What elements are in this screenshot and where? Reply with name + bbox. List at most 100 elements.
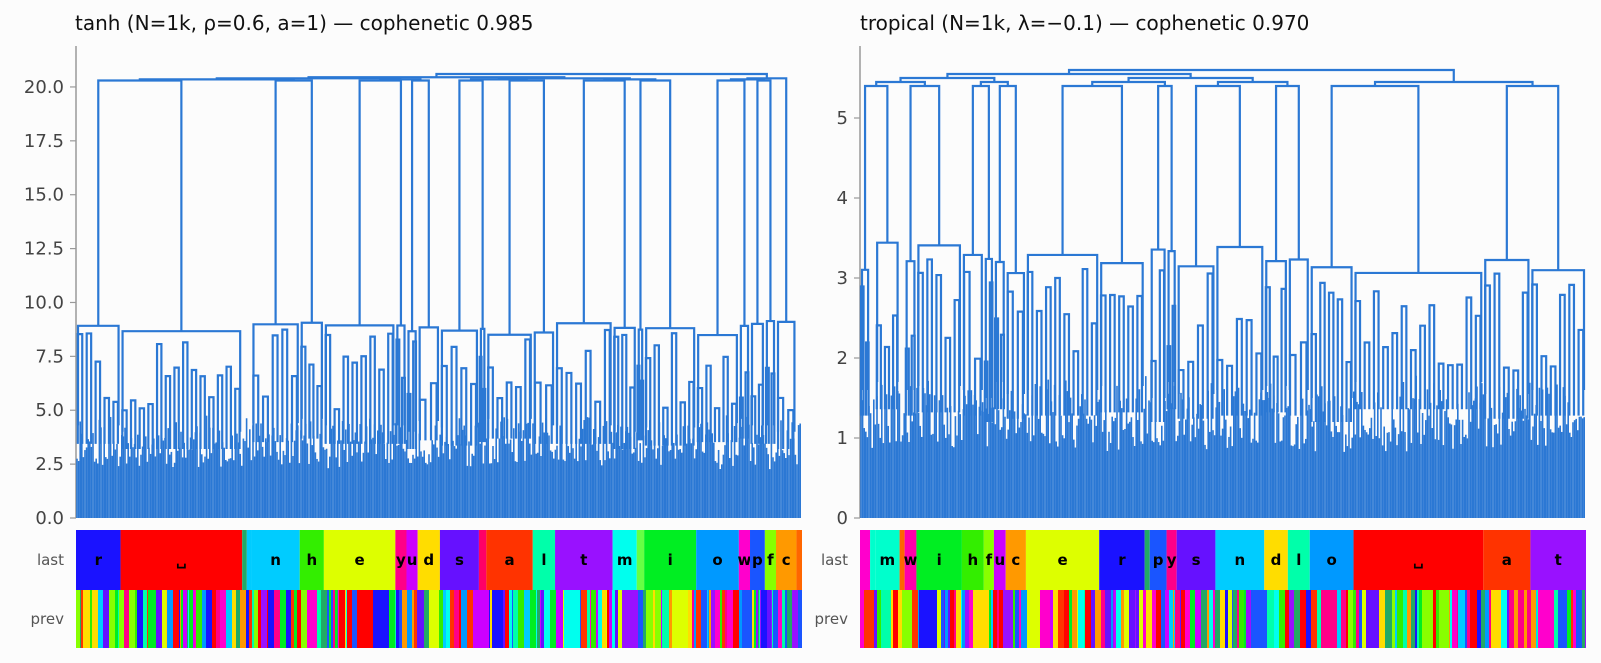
prev-segment [696,590,701,648]
cluster-link [333,408,341,444]
last-segment [1166,530,1177,590]
cluster-link [1245,318,1253,416]
prev-segment [1181,590,1185,648]
last-segment [478,530,487,590]
cluster-link [112,400,119,444]
cluster-link [199,375,206,450]
prev-segment [921,590,937,648]
last-segment [1287,530,1310,590]
prev-segment [1366,590,1379,648]
cluster-link [555,322,612,426]
last-segment [961,530,984,590]
cluster-link [953,298,961,413]
last-segment [76,530,121,590]
prev-segment [1379,590,1385,648]
prev-segment [513,590,518,648]
prev-segment [1135,590,1136,648]
last-segment-label: p [752,551,763,569]
cluster-link [1054,276,1061,416]
prev-segment [352,590,357,648]
prev-segment [1058,590,1064,648]
prev-segment [609,590,612,648]
cluster-link [1531,269,1586,390]
prev-segment [877,590,881,648]
prev-segment [461,590,467,648]
prev-segment [778,590,782,648]
cluster-link [1493,272,1501,419]
last-segment-label: n [270,551,281,569]
prev-segment [919,590,921,648]
prev-segment [290,590,291,648]
last-segment [1005,530,1026,590]
cluster-link [129,399,137,450]
cluster-link [533,331,555,426]
top-merge-link [215,77,402,80]
prev-segment [1095,590,1101,648]
cluster-link [1310,266,1353,398]
prev-segment [518,590,524,648]
prev-segment [962,590,965,648]
cluster-link [418,326,440,422]
prev-segment [1165,590,1169,648]
y-tick-label: 15.0 [24,185,64,206]
cluster-link [470,382,478,446]
prev-segment [147,590,148,648]
prev-segment [722,590,725,648]
prev-segment [395,590,396,648]
cluster-link [1437,362,1445,410]
cluster-link [281,328,289,443]
prev-segment [307,590,317,648]
top-merge-link [729,78,766,81]
prev-segment [1045,590,1050,648]
prev-segment [429,590,439,648]
prev-segment [1233,590,1237,648]
prev-segment [1072,590,1077,648]
cluster-link [1100,262,1144,386]
last-segment [875,530,900,590]
y-tick-label: 20.0 [24,77,64,98]
cluster-link [1336,298,1344,422]
cluster-link [308,363,315,439]
prev-segment [725,590,727,648]
cluster-link [1354,271,1483,382]
cluster-link [1016,310,1024,419]
prev-segment [1228,590,1232,648]
prev-segment [715,590,720,648]
prev-segment [773,590,778,648]
prev-segment [1114,590,1116,648]
last-segment [406,530,418,590]
last-segment [555,530,613,590]
last-segment-label: o [712,551,722,569]
cluster-link [565,371,573,444]
prev-segment [119,590,124,648]
prev-segment [1514,590,1518,648]
prev-segment [643,590,646,648]
prev-segment [81,590,83,648]
cluster-link [1484,258,1530,394]
prev-segment [1215,590,1220,648]
cluster-link [962,253,983,390]
prev-segment [1050,590,1053,648]
prev-segment [1173,590,1174,648]
last-segment [1215,530,1265,590]
prev-segment [591,590,596,648]
prev-segment [226,590,232,648]
prev-segment [1524,590,1527,648]
y-tick-label: 5 [837,108,848,129]
cluster-link [1400,305,1408,410]
last-segment [916,530,962,590]
last-segment-label: ␣ [1413,551,1424,569]
prev-segment [760,590,761,648]
prev-segment [129,590,135,648]
cluster-link [739,324,750,419]
cluster-link [645,327,696,428]
prev-segment [1185,590,1190,648]
prev-segment [1069,590,1072,648]
prev-segment [902,590,912,648]
prev-segment [1121,590,1124,648]
last-segment-label: u [407,551,418,569]
prev-segment [1053,590,1058,648]
last-segment [1149,530,1167,590]
prev-segment [156,590,162,648]
cluster-link [1319,281,1326,422]
